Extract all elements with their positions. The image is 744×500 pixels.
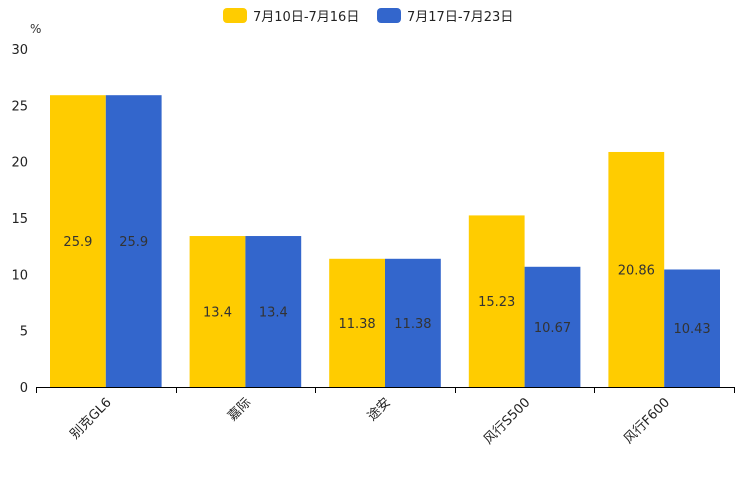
x-tick-label: 风行F600	[621, 395, 673, 447]
x-tick-label: 别克GL6	[68, 395, 115, 442]
data-label: 25.9	[119, 235, 148, 250]
x-tick-label: 风行S500	[481, 395, 533, 447]
bar	[245, 236, 302, 387]
bar	[664, 269, 720, 387]
x-axis: 别克GL6 嘉际 途安 风行S500 风行F600	[36, 387, 735, 448]
data-label: 13.4	[259, 306, 288, 321]
y-tick-label: 25	[11, 99, 28, 114]
bar	[50, 95, 106, 388]
bar	[524, 266, 581, 387]
legend-label: 7月10日-7月16日	[253, 10, 359, 25]
x-tick-label: 途安	[364, 395, 394, 425]
x-tick-label: 嘉际	[225, 395, 254, 424]
legend-swatch	[223, 8, 247, 23]
data-label: 11.38	[338, 317, 375, 332]
data-label: 20.86	[618, 263, 655, 278]
data-label: 13.4	[203, 306, 232, 321]
y-tick-label: 30	[11, 43, 28, 58]
data-label: 11.38	[394, 317, 431, 332]
data-label: 25.9	[63, 235, 92, 250]
bars: 25.9 13.4 11.38 15.23 20.86 25.9 13.4 11.38 10.6…	[50, 95, 720, 388]
bar	[329, 258, 385, 387]
bar	[385, 258, 441, 387]
data-label: 10.43	[673, 322, 710, 337]
y-tick-label: 10	[11, 268, 28, 283]
legend-swatch	[377, 8, 401, 23]
bar	[189, 236, 246, 387]
bar	[608, 151, 665, 387]
legend: 7月10日-7月16日 7月17日-7月23日	[223, 8, 513, 25]
y-tick-label: 20	[11, 156, 28, 171]
bar	[468, 215, 525, 387]
bar	[105, 95, 162, 388]
y-axis-unit: %	[30, 22, 41, 36]
y-tick-label: 5	[20, 325, 28, 340]
y-tick-label: 15	[11, 212, 28, 227]
y-tick-label: 0	[20, 381, 28, 396]
y-axis: 0 5 10 15 20 25 30	[11, 43, 28, 396]
data-label: 10.67	[534, 321, 571, 336]
legend-label: 7月17日-7月23日	[407, 10, 513, 25]
data-label: 15.23	[478, 295, 515, 310]
